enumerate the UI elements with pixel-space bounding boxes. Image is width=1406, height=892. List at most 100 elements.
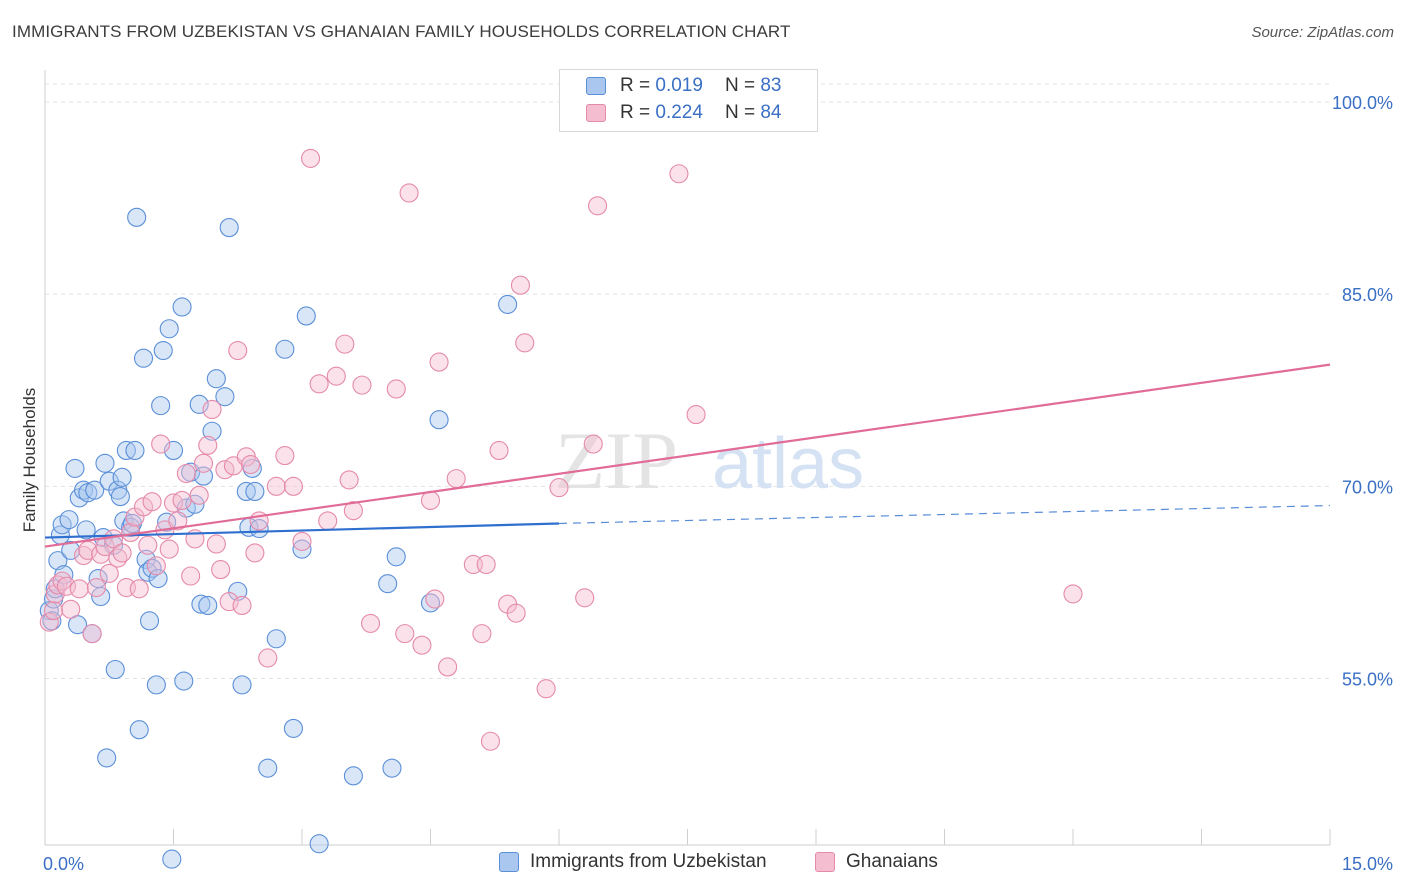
data-point: [129, 579, 149, 599]
data-point: [275, 339, 295, 359]
data-point: [159, 319, 179, 339]
data-point: [283, 476, 303, 496]
data-point: [412, 635, 432, 655]
data-point: [127, 207, 147, 227]
data-point: [343, 501, 363, 521]
data-point: [549, 478, 569, 498]
data-point: [159, 539, 179, 559]
data-point: [275, 446, 295, 466]
legend-n-value: 84: [760, 102, 782, 123]
data-point: [44, 601, 64, 621]
data-point: [249, 519, 269, 539]
trend-lines: [44, 363, 1331, 548]
y-axis-label-text: Family Households: [20, 387, 39, 533]
data-point: [48, 551, 68, 571]
data-point: [669, 164, 689, 184]
y-tick-label: 85.0%: [1342, 285, 1393, 305]
data-point: [292, 539, 312, 559]
data-point: [153, 340, 173, 361]
data-point: [583, 434, 603, 454]
data-point: [215, 387, 235, 407]
data-point: [174, 671, 194, 691]
data-point: [138, 535, 158, 555]
y-tick-label: 100.0%: [1332, 93, 1393, 113]
trend-line-uzbekistan-extension: [558, 504, 1331, 525]
data-point: [228, 340, 248, 361]
data-point: [232, 675, 252, 695]
data-point: [498, 294, 518, 314]
data-point: [133, 348, 154, 368]
data-point: [82, 624, 102, 644]
series-legend: Immigrants from Uzbekistan Ghanaians: [0, 851, 1406, 877]
data-point: [343, 766, 363, 786]
data-point: [202, 421, 222, 441]
data-point: [245, 543, 265, 563]
data-point: [172, 297, 192, 317]
data-point: [219, 592, 239, 612]
y-axis-label: Family Households: [10, 380, 50, 540]
data-point: [429, 410, 449, 430]
legend-item-ghanaians: Ghanaians: [815, 851, 938, 873]
data-point: [420, 490, 441, 510]
data-point: [193, 453, 214, 473]
data-point: [425, 589, 445, 609]
data-point: [386, 547, 406, 567]
data-point: [112, 467, 132, 487]
data-point: [65, 458, 85, 478]
data-point: [54, 565, 74, 585]
legend-n-label: N =: [724, 75, 756, 96]
correlation-legend: R = 0.019 N = 83 R = 0.224 N = 84: [559, 69, 818, 132]
data-point: [352, 375, 372, 395]
data-point: [112, 543, 132, 563]
data-point: [146, 556, 166, 576]
data-point: [162, 849, 182, 869]
data-point: [129, 720, 149, 740]
legend-item-label: Ghanaians: [846, 851, 938, 872]
data-point: [69, 579, 89, 599]
data-point: [378, 574, 398, 594]
tick-labels: 55.0% 70.0% 85.0% 100.0% 0.0% 15.0%: [43, 93, 1393, 874]
data-point: [429, 352, 449, 372]
data-point: [476, 554, 496, 575]
data-point: [142, 492, 162, 512]
data-point: [296, 306, 316, 326]
data-point: [211, 560, 231, 580]
data-point: [292, 531, 312, 551]
data-point: [125, 440, 145, 461]
chart-source: Source: ZipAtlas.com: [1251, 24, 1394, 41]
data-point: [515, 333, 535, 353]
data-point: [59, 510, 79, 530]
data-point: [172, 490, 192, 510]
data-point: [191, 594, 211, 614]
data-point: [168, 511, 188, 531]
data-point: [76, 520, 96, 540]
data-point: [399, 183, 419, 203]
data-point: [472, 624, 492, 644]
y-tick-label: 70.0%: [1342, 477, 1393, 497]
data-point: [245, 481, 265, 501]
data-point: [105, 659, 125, 680]
data-point: [189, 485, 209, 505]
data-point: [258, 648, 278, 668]
data-point: [309, 374, 329, 394]
data-point: [446, 469, 466, 489]
data-point: [146, 675, 166, 695]
data-point: [510, 275, 531, 295]
data-point: [480, 731, 501, 751]
data-point: [206, 534, 226, 554]
data-point: [536, 679, 556, 699]
legend-swatch-pink: [815, 852, 835, 872]
data-point: [283, 718, 303, 738]
data-point: [1063, 584, 1083, 604]
data-point: [185, 494, 205, 514]
data-point: [232, 595, 252, 616]
data-point: [91, 586, 111, 607]
data-point: [575, 588, 595, 608]
data-point: [309, 834, 329, 854]
legend-item-label: Immigrants from Uzbekistan: [530, 851, 767, 872]
legend-item-uzbekistan: Immigrants from Uzbekistan: [499, 851, 767, 873]
data-point: [97, 748, 117, 768]
data-point: [61, 599, 81, 619]
data-point: [151, 434, 171, 454]
